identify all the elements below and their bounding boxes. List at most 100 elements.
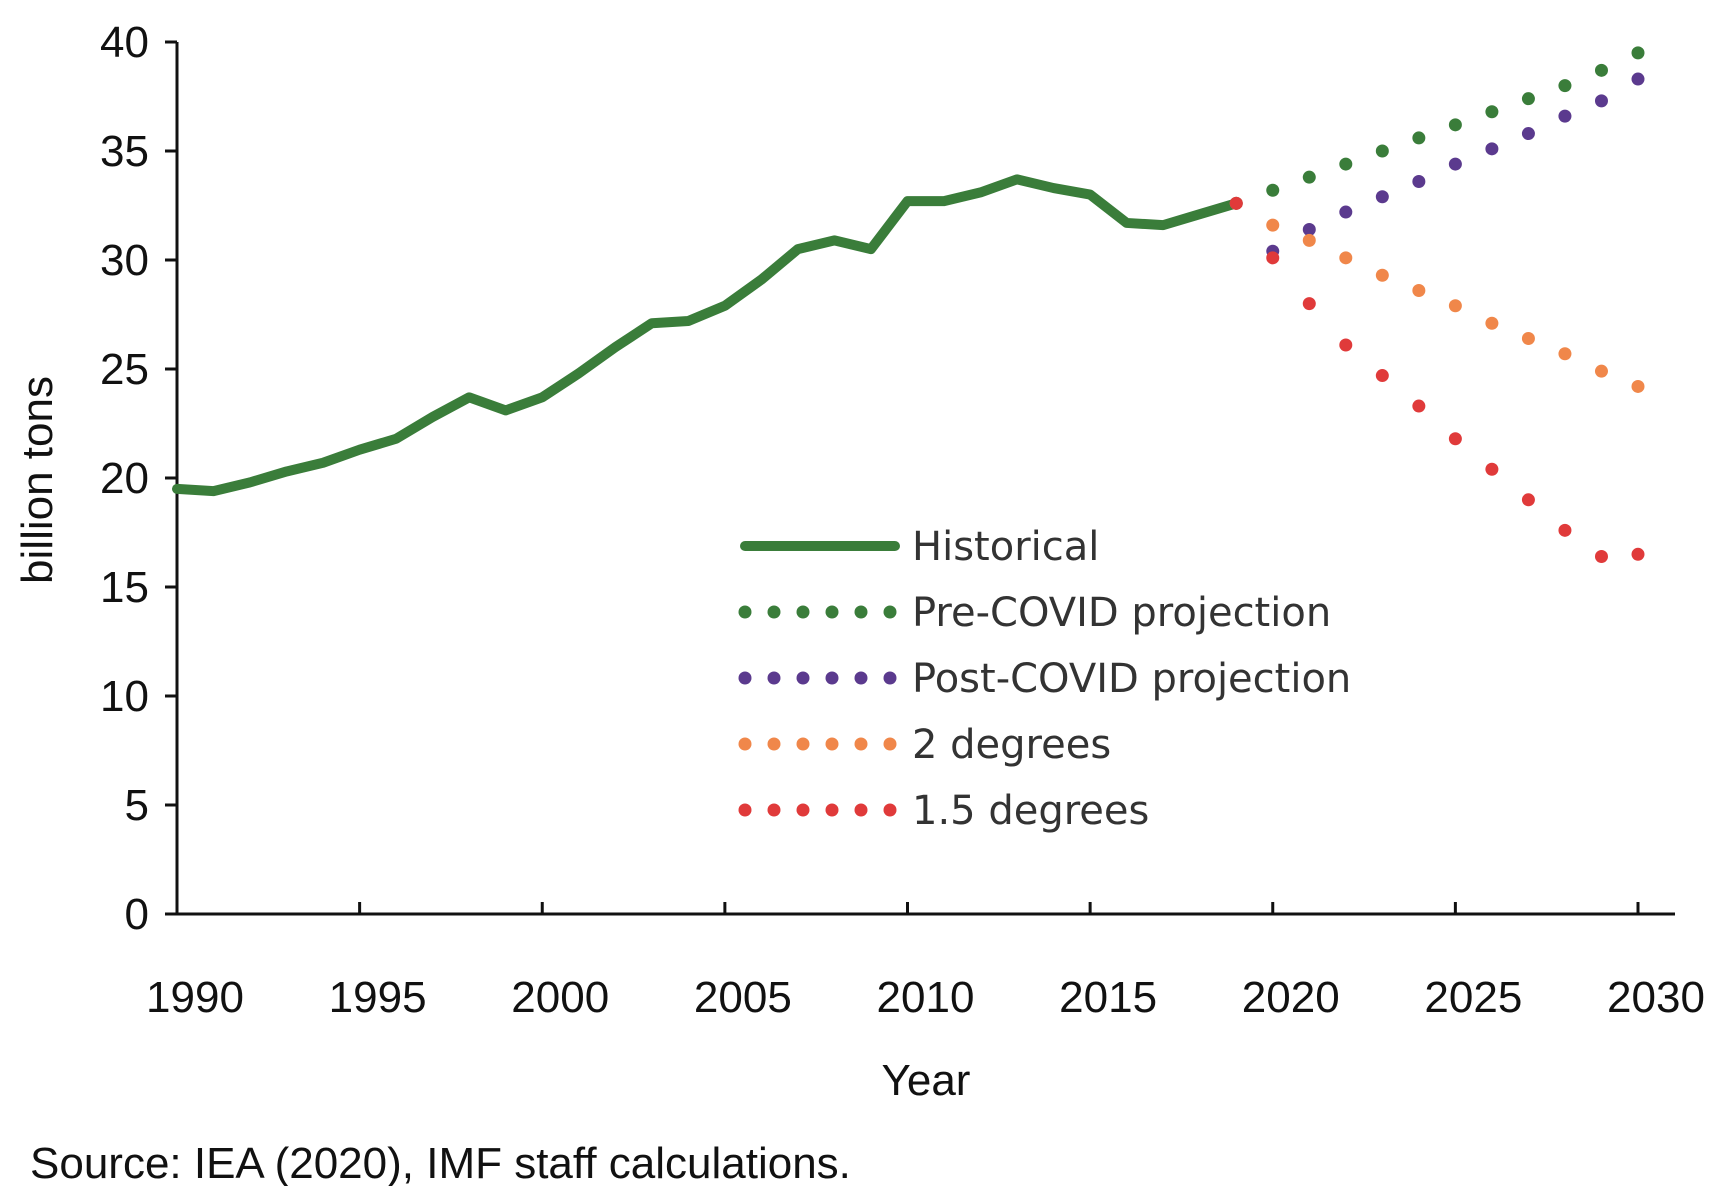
legend-swatch-dot bbox=[854, 737, 868, 751]
point-pre-covid-projection bbox=[1558, 79, 1572, 93]
x-tick-label: 2020 bbox=[1242, 973, 1340, 1022]
point-2-degrees bbox=[1631, 379, 1645, 393]
legend-item-1-5-degrees: 1.5 degrees bbox=[738, 788, 1149, 834]
point-pre-covid-projection bbox=[1302, 170, 1316, 184]
legend-swatch-dot bbox=[883, 803, 897, 817]
y-tick-label: 20 bbox=[100, 454, 149, 503]
point-pre-covid-projection bbox=[1266, 183, 1280, 197]
point-pre-covid-projection bbox=[1448, 118, 1462, 132]
source-note: Source: IEA (2020), IMF staff calculatio… bbox=[30, 1139, 851, 1186]
y-tick-label: 10 bbox=[100, 672, 149, 721]
legend-swatch-dot bbox=[796, 803, 810, 817]
point-pre-covid-projection bbox=[1521, 92, 1535, 106]
legend-swatch-dot bbox=[883, 605, 897, 619]
point-pre-covid-projection bbox=[1631, 46, 1645, 60]
point-pre-covid-projection bbox=[1339, 157, 1353, 171]
point-2-degrees bbox=[1412, 284, 1426, 298]
legend-label: Historical bbox=[912, 524, 1099, 570]
point-1-5-degrees bbox=[1266, 251, 1280, 265]
point-post-covid-projection bbox=[1412, 175, 1426, 189]
point-pre-covid-projection bbox=[1594, 63, 1608, 77]
legend-swatch-dot bbox=[767, 803, 781, 817]
legend-swatch-dot bbox=[738, 605, 752, 619]
point-post-covid-projection bbox=[1631, 72, 1645, 86]
legend-swatch-dot bbox=[796, 737, 810, 751]
legend-swatch-dot bbox=[854, 671, 868, 685]
point-1-5-degrees bbox=[1631, 547, 1645, 561]
legend-swatch-dot bbox=[767, 737, 781, 751]
legend-swatch-dot bbox=[854, 803, 868, 817]
series-historical bbox=[172, 174, 1242, 497]
x-tick-label: 2030 bbox=[1607, 973, 1705, 1022]
y-tick-label: 5 bbox=[125, 781, 149, 830]
point-1-5-degrees bbox=[1229, 196, 1243, 210]
legend-item-post-covid-projection: Post-COVID projection bbox=[738, 656, 1351, 702]
x-tick-label: 2000 bbox=[511, 973, 609, 1022]
point-pre-covid-projection bbox=[1485, 105, 1499, 119]
point-2-degrees bbox=[1302, 233, 1316, 247]
legend-label: 2 degrees bbox=[912, 722, 1111, 768]
point-post-covid-projection bbox=[1339, 205, 1353, 219]
series-post-covid-projection bbox=[1229, 72, 1645, 258]
legend-swatch-dot bbox=[767, 605, 781, 619]
legend-item-historical: Historical bbox=[740, 524, 1099, 570]
point-post-covid-projection bbox=[1594, 94, 1608, 108]
legend-label: Pre-COVID projection bbox=[912, 590, 1331, 636]
y-tick-label: 25 bbox=[100, 345, 149, 394]
legend-item-pre-covid-projection: Pre-COVID projection bbox=[738, 590, 1331, 636]
legend-swatch-dot bbox=[854, 605, 868, 619]
point-post-covid-projection bbox=[1302, 222, 1316, 236]
y-tick-label: 15 bbox=[100, 563, 149, 612]
x-axis-title: Year bbox=[882, 1056, 971, 1105]
y-tick-label: 40 bbox=[100, 18, 149, 67]
legend-swatch-dot bbox=[767, 671, 781, 685]
legend-swatch-dot bbox=[825, 803, 839, 817]
legend-label: Post-COVID projection bbox=[912, 656, 1351, 702]
point-2-degrees bbox=[1448, 299, 1462, 313]
y-tick-label: 35 bbox=[100, 127, 149, 176]
legend-swatch-dot bbox=[883, 737, 897, 751]
legend-item-2-degrees: 2 degrees bbox=[738, 722, 1111, 768]
series-1-5-degrees bbox=[1229, 196, 1645, 563]
x-tick-label: 2005 bbox=[694, 973, 792, 1022]
x-tick-label: 1990 bbox=[146, 973, 244, 1022]
point-2-degrees bbox=[1485, 316, 1499, 330]
point-2-degrees bbox=[1339, 251, 1353, 265]
series-layer bbox=[172, 46, 1645, 563]
legend-swatch-dot bbox=[825, 737, 839, 751]
point-2-degrees bbox=[1521, 331, 1535, 345]
point-pre-covid-projection bbox=[1375, 144, 1389, 158]
y-ticks: 0 5 10 15 20 25 30 35 40 bbox=[100, 18, 177, 939]
point-2-degrees bbox=[1266, 218, 1280, 232]
legend-swatch-dot bbox=[796, 605, 810, 619]
x-tick-label: 2015 bbox=[1059, 973, 1157, 1022]
point-post-covid-projection bbox=[1521, 127, 1535, 141]
point-2-degrees bbox=[1558, 347, 1572, 361]
legend-swatch-dot bbox=[738, 671, 752, 685]
point-1-5-degrees bbox=[1594, 549, 1608, 563]
axes bbox=[175, 42, 1675, 916]
point-post-covid-projection bbox=[1485, 142, 1499, 156]
y-axis-title: billion tons bbox=[13, 376, 62, 584]
point-1-5-degrees bbox=[1448, 432, 1462, 446]
point-post-covid-projection bbox=[1375, 190, 1389, 204]
point-2-degrees bbox=[1594, 364, 1608, 378]
legend-swatch-dot bbox=[825, 671, 839, 685]
y-tick-label: 0 bbox=[125, 890, 149, 939]
legend-label: 1.5 degrees bbox=[912, 788, 1149, 834]
series-2-degrees bbox=[1229, 196, 1645, 393]
point-1-5-degrees bbox=[1375, 369, 1389, 383]
point-2-degrees bbox=[1375, 268, 1389, 282]
x-ticks: 1990 1995 2000 2005 2010 2015 2020 2025 2030 bbox=[146, 902, 1705, 1022]
point-1-5-degrees bbox=[1339, 338, 1353, 352]
legend: Historical Pre-COVID projection Post-COVID… bbox=[738, 524, 1351, 834]
legend-swatch-dot bbox=[738, 737, 752, 751]
line-historical bbox=[172, 174, 1242, 497]
x-tick-label: 2010 bbox=[877, 973, 975, 1022]
point-1-5-degrees bbox=[1302, 297, 1316, 311]
legend-swatch-dot bbox=[825, 605, 839, 619]
series-pre-covid-projection bbox=[1229, 46, 1645, 210]
point-1-5-degrees bbox=[1521, 493, 1535, 507]
point-pre-covid-projection bbox=[1412, 131, 1426, 145]
